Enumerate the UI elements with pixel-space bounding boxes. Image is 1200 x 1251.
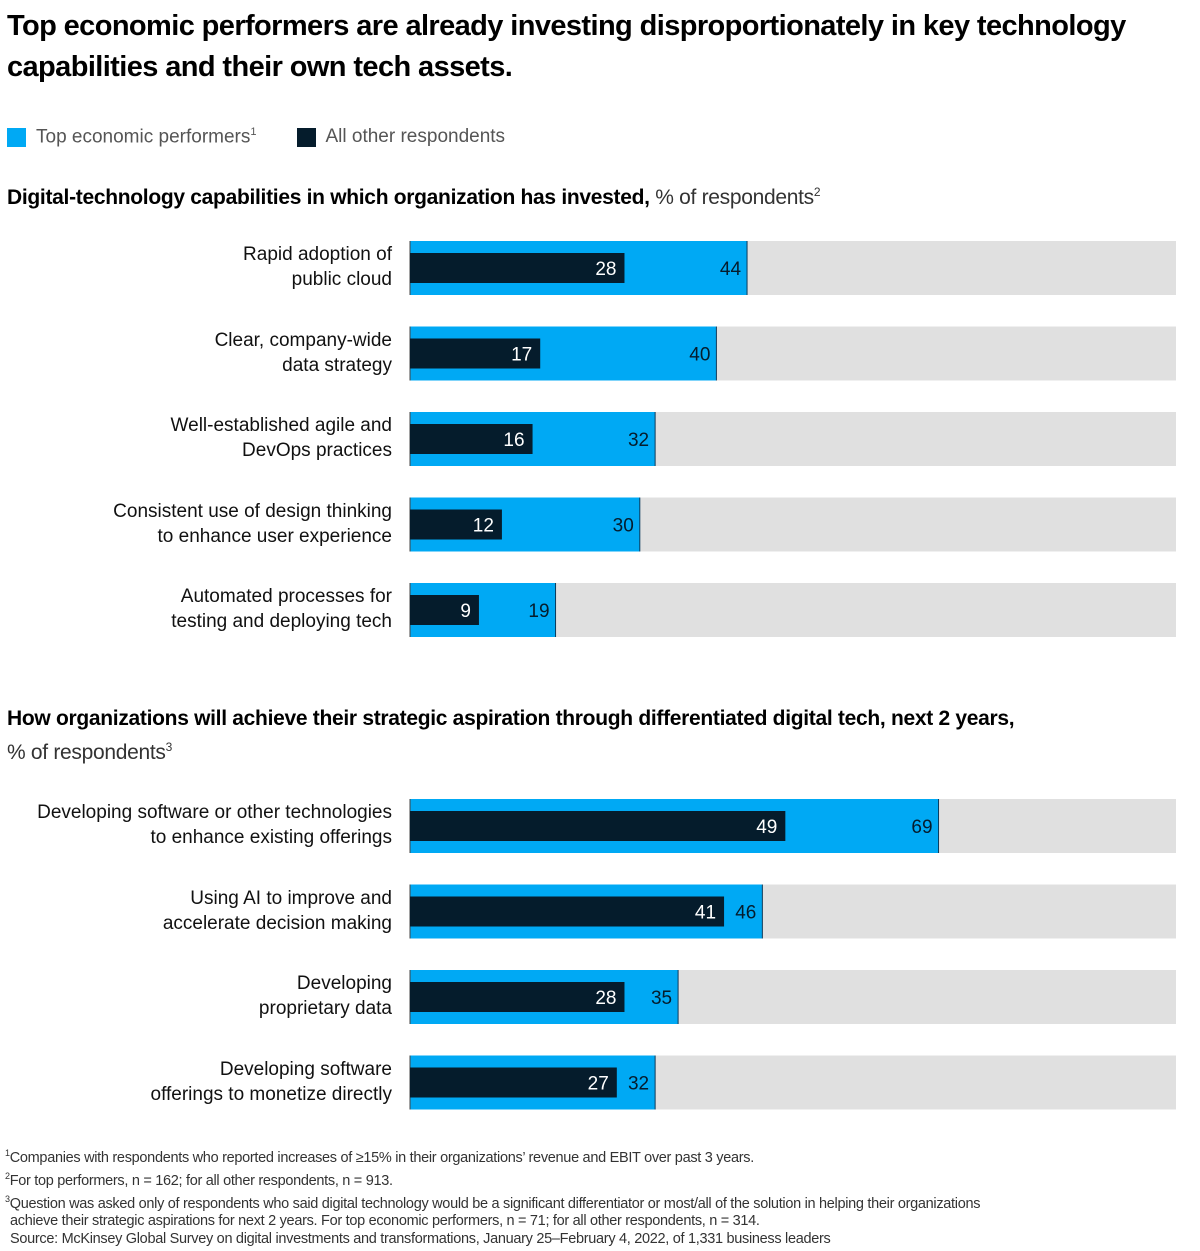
bar-other-respondents <box>410 424 533 454</box>
data-label-top: 30 <box>613 516 634 537</box>
category-label: Developing software or other technologie… <box>37 802 392 848</box>
source-note: Source: McKinsey Global Survey on digita… <box>10 1231 831 1248</box>
category-label: Consistent use of design thinking to enha… <box>113 500 392 547</box>
data-label-top: 69 <box>911 817 932 838</box>
category-label: Developing proprietary data <box>258 973 392 1019</box>
category-label: Rapid adoption of public cloud <box>243 244 392 290</box>
data-label-other: 12 <box>473 516 494 537</box>
footnotes: 1Companies with respondents who reported… <box>5 1144 981 1248</box>
bar-other-respondents <box>410 811 786 841</box>
legend-swatch-other <box>296 127 316 147</box>
data-label-other: 27 <box>588 1074 609 1095</box>
data-label-other: 9 <box>460 601 471 622</box>
legend-label-other: All other respondents <box>325 126 506 148</box>
data-label-other: 41 <box>695 903 716 924</box>
footnote-3-cont: achieve their strategic aspirations for … <box>10 1213 760 1230</box>
data-label-top: 44 <box>720 259 742 280</box>
footnote-1: 1Companies with respondents who reported… <box>5 1148 754 1166</box>
data-label-other: 16 <box>503 430 524 451</box>
data-label-other: 17 <box>511 345 532 366</box>
footnote-3: 3Question was asked only of respondents … <box>5 1193 981 1212</box>
category-label: Using AI to improve and accelerate decisi… <box>162 887 392 934</box>
bar-other-respondents <box>410 1067 617 1098</box>
data-label-other: 28 <box>595 988 616 1009</box>
legend-item-top-performers: Top economic performers1 <box>7 126 257 148</box>
data-label-other: 28 <box>595 259 616 280</box>
legend-item-other-respondents: All other respondents <box>296 126 506 148</box>
data-label-top: 32 <box>628 430 649 451</box>
category-label: Automated processes for testing and deplo… <box>171 586 392 632</box>
category-label: Clear, company-wide data strategy <box>214 329 392 376</box>
data-label-other: 49 <box>756 817 777 838</box>
data-label-top: 35 <box>651 988 672 1009</box>
footnote-2: 2For top performers, n = 162; for all ot… <box>5 1170 393 1189</box>
bar-other-respondents <box>410 509 502 540</box>
data-label-top: 46 <box>735 903 756 924</box>
category-label: Developing software offerings to monetize… <box>150 1058 393 1105</box>
chart-title: Top economic performers are already inve… <box>7 10 1126 83</box>
bar-other-respondents <box>410 338 541 369</box>
bar-other-respondents <box>410 253 625 283</box>
chart1-subtitle: Digital-technology capabilities in which… <box>7 185 821 209</box>
bar-other-respondents <box>410 595 479 625</box>
data-label-top: 40 <box>689 345 710 366</box>
category-label: Well-established agile and DevOps practic… <box>170 415 392 461</box>
legend: Top economic performers1 All other respo… <box>7 126 545 148</box>
data-label-top: 32 <box>628 1074 649 1095</box>
bar-other-respondents <box>410 896 725 927</box>
legend-label-top: Top economic performers1 <box>36 126 257 148</box>
chart2-subtitle: How organizations will achieve their str… <box>7 707 1015 764</box>
data-label-top: 19 <box>528 601 549 622</box>
bar-other-respondents <box>410 982 625 1012</box>
legend-swatch-top <box>7 127 26 147</box>
